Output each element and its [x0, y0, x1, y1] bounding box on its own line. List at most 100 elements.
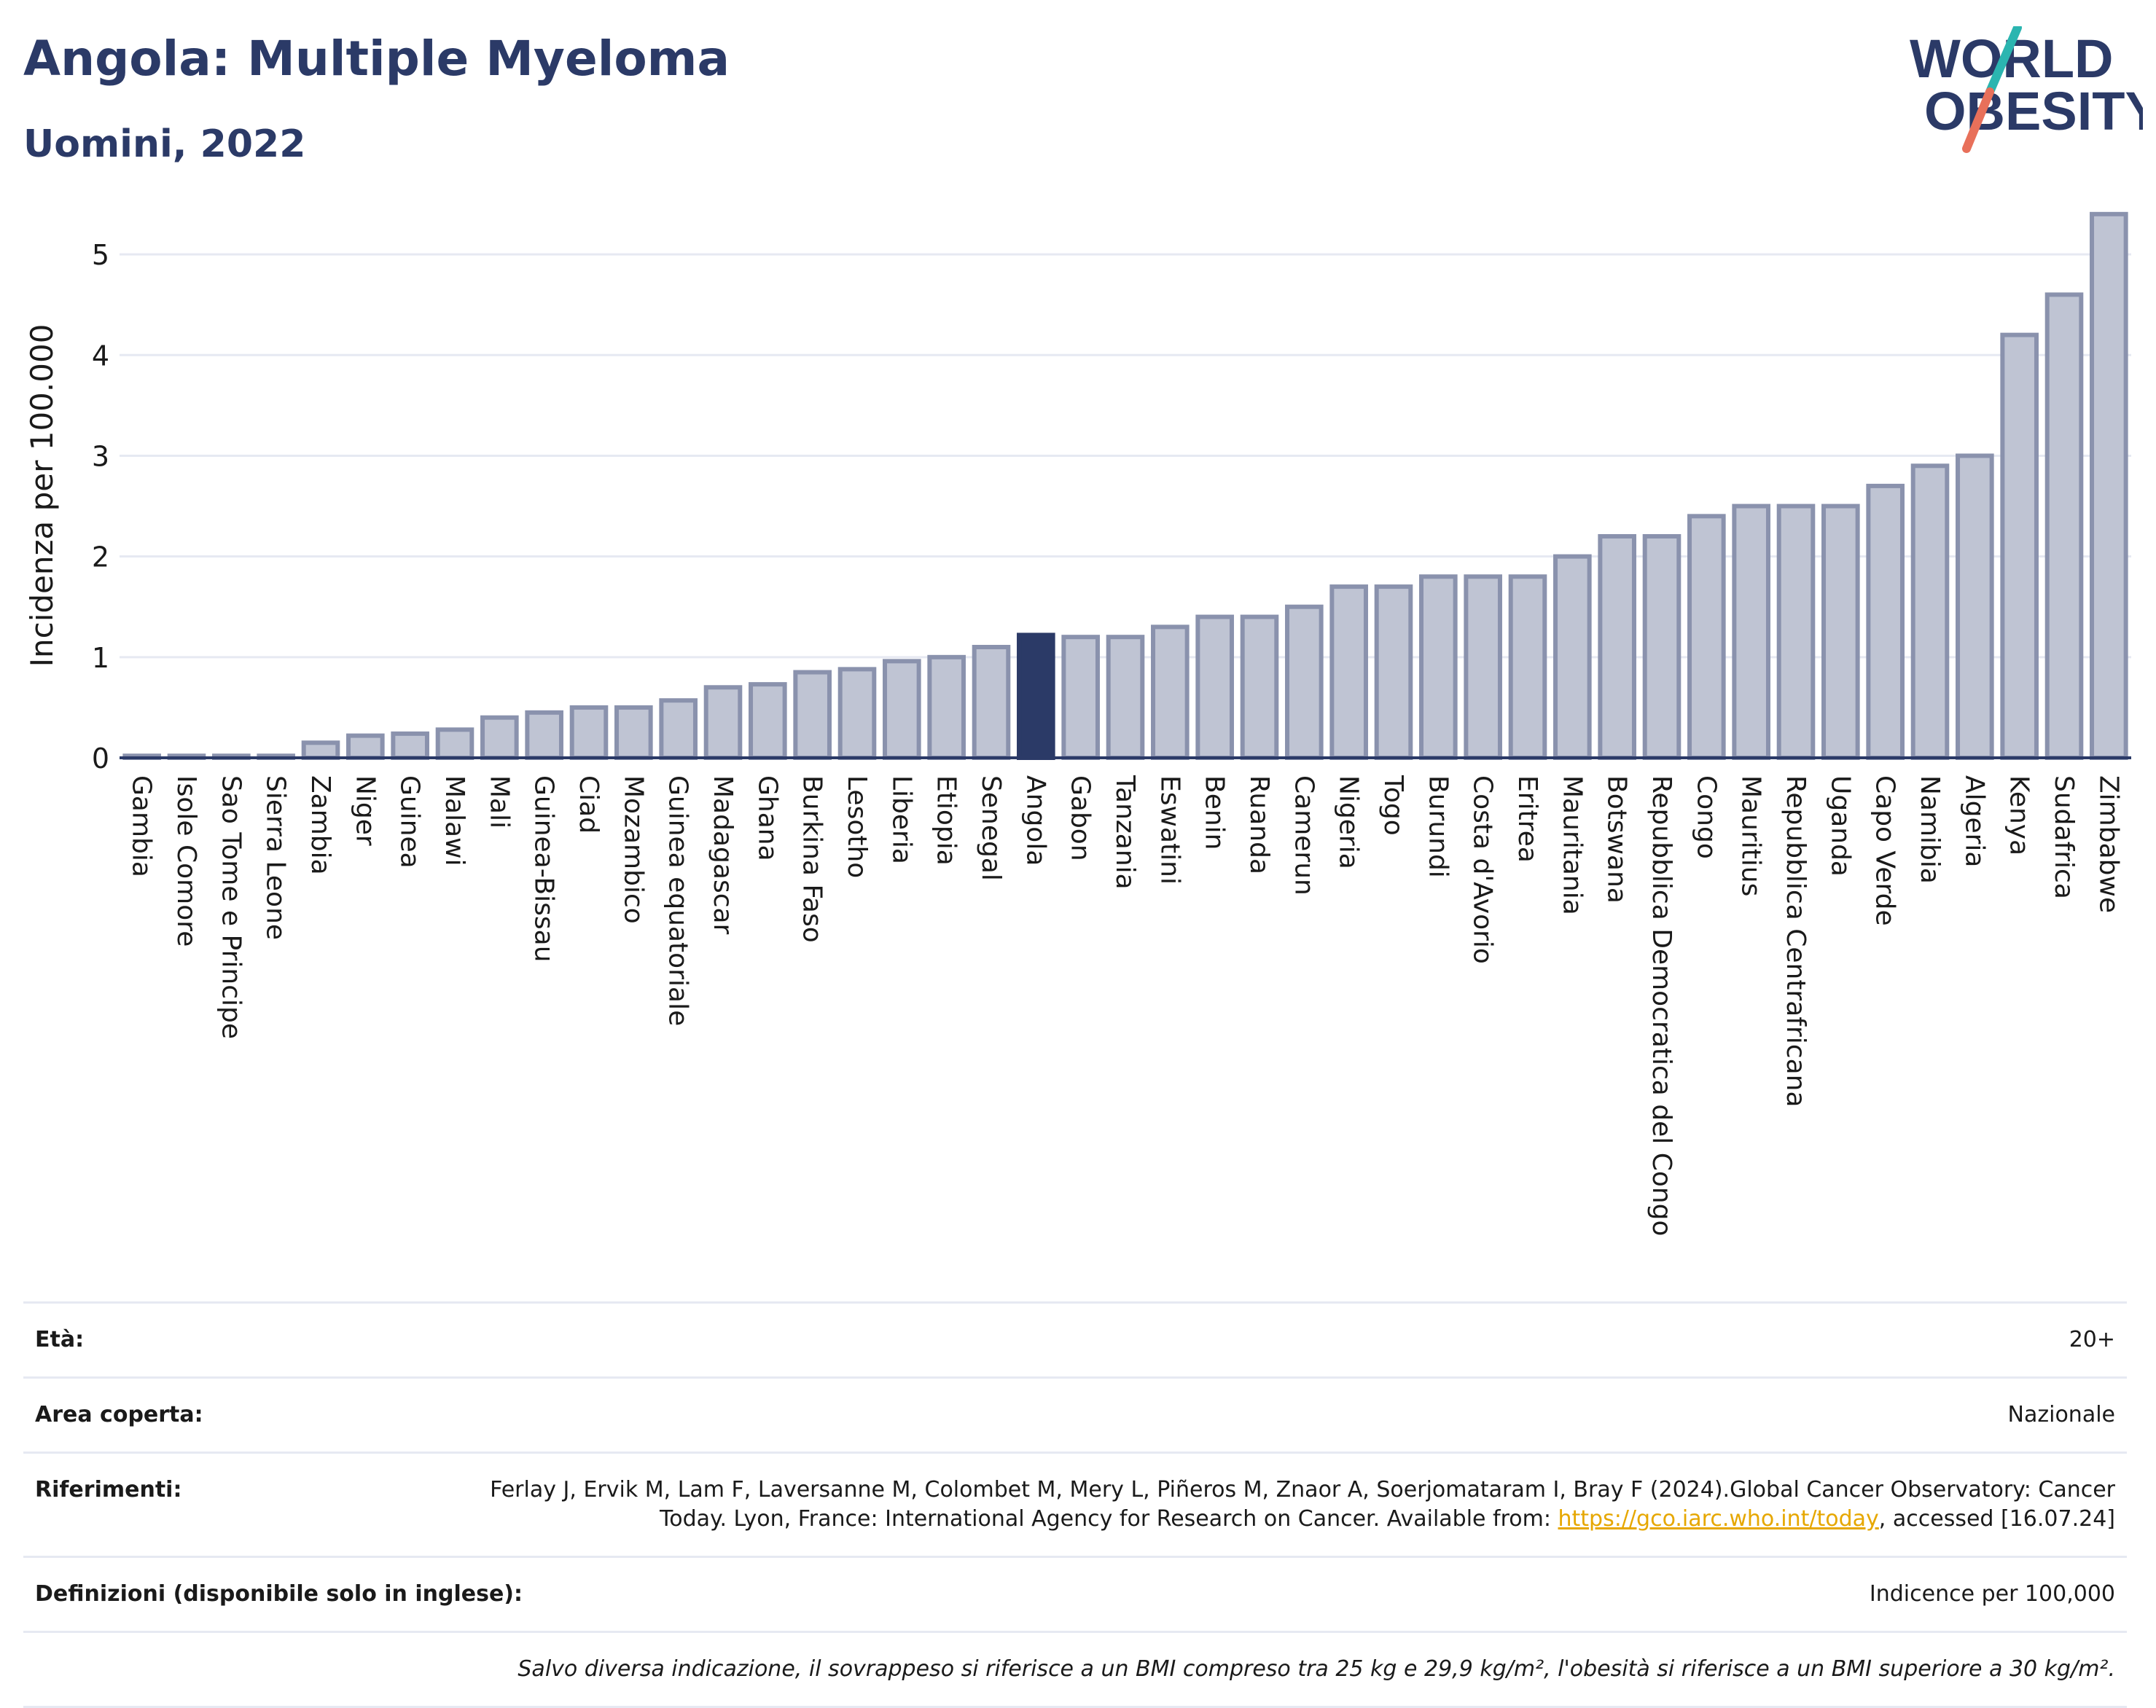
x-tick-label: Guinea-Bissau [529, 775, 559, 963]
bar [1061, 635, 1100, 760]
meta-row-references: Riferimenti: Ferlay J, Ervik M, Lam F, L… [23, 1452, 2127, 1556]
logo-slash-coral [1962, 87, 1994, 153]
x-tick-label: Costa d'Avorio [1468, 775, 1498, 964]
x-tick-label: Niger [350, 775, 380, 846]
x-tick-label: Mauritius [1736, 775, 1766, 896]
bar [1419, 574, 1458, 760]
x-tick-label: Ciad [574, 775, 604, 834]
x-tick-label: Sao Tome e Principe [216, 775, 246, 1039]
y-tick-label: 1 [92, 642, 109, 674]
y-tick-label: 2 [92, 541, 109, 573]
x-tick-label: Sudafrica [2049, 775, 2079, 899]
bar [1642, 534, 1682, 760]
logo-slash-teal [1985, 26, 2022, 96]
x-tick-label: Mauritania [1557, 775, 1587, 915]
world-obesity-logo: WORLD OBESITY [1910, 26, 2143, 153]
x-tick-label: Ruanda [1244, 775, 1274, 874]
x-tick-label: Ghana [752, 775, 782, 861]
bmi-note: Salvo diversa indicazione, il sovrappeso… [517, 1656, 2115, 1682]
bar [749, 682, 787, 760]
y-tick-label: 5 [92, 239, 109, 271]
bar [2000, 332, 2039, 760]
bar [569, 705, 609, 761]
x-tick-label: Madagascar [708, 775, 738, 935]
x-tick-label: Repubblica Centrafricana [1781, 775, 1811, 1108]
x-tick-label: Burkina Faso [797, 775, 827, 943]
y-tick-label: 0 [92, 743, 109, 775]
bar [301, 740, 340, 760]
x-tick-label: Senegal [976, 775, 1006, 881]
references-accessed: , accessed [16.07.24] [1878, 1506, 2115, 1532]
bar [2090, 211, 2128, 760]
x-tick-label: Capo Verde [1870, 775, 1900, 926]
x-tick-label: Nigeria [1334, 775, 1364, 869]
references-label: Riferimenti: [35, 1477, 182, 1503]
x-tick-label: Benin [1200, 775, 1230, 850]
x-tick-label: Sierra Leone [261, 775, 291, 940]
bar [1687, 514, 1726, 760]
x-tick-label: Malawi [440, 775, 469, 866]
references-value: Ferlay J, Ervik M, Lam F, Laversanne M, … [439, 1476, 2115, 1534]
bar [1776, 504, 1816, 761]
bar [1598, 534, 1636, 760]
x-tick-label: Namibia [1915, 775, 1945, 884]
bar-chart: 0 1 2 3 4 5 Incidenza per 100.000 Gambia Isole C… [24, 211, 2131, 1237]
page-subtitle: Uomini, 2022 [23, 122, 306, 166]
bar [346, 733, 385, 760]
bar [1151, 624, 1190, 761]
x-tick-label: Eswatini [1155, 775, 1184, 885]
references-link[interactable]: https://gco.iarc.who.int/today [1558, 1506, 1879, 1532]
x-tick-label: Eritrea [1512, 775, 1542, 863]
meta-row-note: Salvo diversa indicazione, il sovrappeso… [23, 1631, 2127, 1708]
y-tick-label: 3 [92, 440, 109, 472]
x-tick-label: Repubblica Democratica del Congo [1647, 775, 1676, 1237]
x-tick-label: Zimbabwe [2093, 775, 2123, 913]
age-label: Età: [35, 1327, 85, 1352]
references-text: Ferlay J, Ervik M, Lam F, Laversanne M, … [490, 1477, 2115, 1532]
bar [793, 670, 832, 761]
bar [480, 715, 519, 761]
x-tick-label: Lesotho [842, 775, 872, 878]
definitions-value: Indicence per 100,000 [1869, 1581, 2115, 1607]
x-tick-label: Kenya [2004, 775, 2034, 855]
bar [972, 645, 1011, 760]
x-tick-label: Guinea [395, 775, 425, 869]
x-tick-label: Algeria [1959, 775, 1989, 868]
x-tick-label: Mali [484, 775, 514, 828]
bar [1910, 463, 1950, 760]
bar [614, 705, 653, 761]
bar [837, 667, 877, 761]
area-value: Nazionale [2007, 1402, 2115, 1427]
bar [1195, 614, 1234, 761]
x-tick-label: Tanzania [1110, 775, 1140, 890]
x-tick-label: Botswana [1602, 775, 1632, 904]
area-label: Area coperta: [35, 1402, 203, 1427]
bar [1508, 574, 1547, 760]
bar [435, 727, 474, 760]
bar [1464, 574, 1502, 760]
bar [1553, 554, 1592, 760]
x-tick-label: Angola [1020, 775, 1050, 866]
bar [1732, 504, 1770, 761]
x-tick-label: Guinea equatoriale [663, 775, 693, 1026]
bar [883, 659, 921, 760]
x-tick-label: Gabon [1066, 775, 1095, 861]
bar [1329, 584, 1368, 760]
bar [525, 710, 563, 760]
meta-row-definitions: Definizioni (disponibile solo in inglese… [23, 1556, 2127, 1631]
x-tick-label: Burundi [1423, 775, 1453, 878]
y-tick-label: 4 [92, 340, 109, 372]
y-axis-label: Incidenza per 100.000 [24, 324, 60, 667]
x-tick-label: Togo [1378, 775, 1408, 836]
bar [1106, 635, 1145, 760]
x-tick-label: Isole Comore [171, 775, 201, 947]
bar [927, 654, 966, 760]
metadata-table: Età: 20+ Area coperta: Nazionale Riferim… [23, 1301, 2127, 1708]
definitions-label: Definizioni (disponibile solo in inglese… [35, 1581, 523, 1607]
bar [659, 698, 698, 761]
meta-row-area: Area coperta: Nazionale [23, 1376, 2127, 1452]
bar [1285, 604, 1324, 761]
x-tick-label: Liberia [886, 775, 916, 864]
meta-row-age: Età: 20+ [23, 1301, 2127, 1376]
bar [1017, 632, 1055, 760]
